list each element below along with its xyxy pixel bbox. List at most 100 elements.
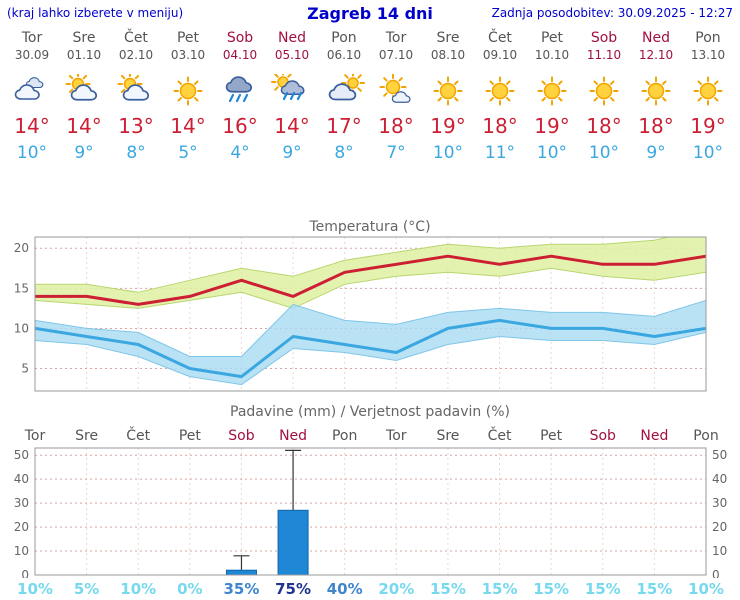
sunny-icon [526,74,578,108]
day-date: 10.10 [534,48,570,62]
day-name: Tor [21,30,43,46]
partly-cloudy-icon [110,71,162,108]
day-low-temp: 7° [386,143,406,163]
day-name: Pon [695,30,721,46]
day-column[interactable]: Tor 30.09 14° 10° [6,30,58,163]
cloudy-icon [6,74,58,108]
day-date: 09.10 [482,48,518,62]
precip-probability: 5% [73,580,100,598]
day-low-temp: 9° [646,143,666,163]
day-column[interactable]: Sob 11.10 18° 10° [578,30,630,163]
precip-day-label: Pet [178,428,201,444]
precip-day-label: Pon [693,428,719,444]
location-menu-hint: (kraj lahko izberete v meniju) [7,6,184,20]
y-axis-tick-label-left: 0 [21,568,29,578]
day-column[interactable]: Pon 06.10 17° 8° [318,30,370,163]
precip-day-label: Sob [589,428,616,444]
day-column[interactable]: Pet 03.10 14° 5° [162,30,214,163]
precip-probability: 20% [378,580,415,598]
day-name: Pet [176,30,200,46]
day-column[interactable]: Čet 09.10 18° 11° [474,30,526,163]
precip-day-label: Pon [331,428,358,444]
sunny-icon [474,74,526,108]
day-column[interactable]: Pon 13.10 19° 10° [682,30,734,163]
day-high-temp: 14° [274,114,310,138]
precip-probability: 0% [177,580,203,598]
precip-day-label: Čet [126,428,151,444]
day-date: 03.10 [170,48,206,62]
precip-probability: 10% [17,580,53,598]
day-low-temp: 10° [536,143,568,163]
page-title: Zagreb 14 dni [307,4,433,23]
precip-day-label: Sre [75,428,99,444]
day-name: Sob [590,30,618,46]
day-column[interactable]: Čet 02.10 13° 8° [110,30,162,163]
day-column[interactable]: Pet 10.10 19° 10° [526,30,578,163]
y-axis-tick-label-left: 10 [14,544,29,558]
day-high-temp: 14° [170,114,206,138]
day-high-temp: 19° [534,114,570,138]
day-date: 08.10 [430,48,466,62]
day-date: 05.10 [274,48,310,62]
day-low-temp: 10° [432,143,464,163]
precip-day-label: Tor [386,428,407,444]
day-date: 04.10 [222,48,258,62]
day-name: Sob [226,30,254,46]
day-column[interactable]: Ned 12.10 18° 9° [630,30,682,163]
day-high-temp: 18° [378,114,414,138]
day-date: 13.10 [690,48,726,62]
day-name: Ned [642,30,670,46]
precip-day-label: Ned [640,428,669,444]
precip-probability: 10% [688,580,724,598]
precip-day-label: Sre [436,428,460,444]
day-name: Tor [385,30,407,46]
sunny-icon [578,74,630,108]
day-high-temp: 18° [638,114,674,138]
precip-probability: 10% [120,580,157,598]
precipitation-chart: 0 0 10 10 20 20 30 30 40 40 50 50 [14,447,727,578]
y-axis-tick-label-right: 0 [712,568,720,578]
day-high-temp: 14° [14,114,50,138]
precip-day-label: Sob [228,428,255,444]
day-column[interactable]: Ned 05.10 14° 9° [266,30,318,163]
temperature-chart: 5 10 15 20 [14,236,707,392]
y-axis-tick-label-left: 20 [14,520,29,534]
day-date: 30.09 [14,48,50,62]
precip-probability: 15% [636,580,673,598]
day-column[interactable]: Sre 01.10 14° 9° [58,30,110,163]
precip-day-label: Tor [24,428,46,444]
partly-cloudy-icon [58,71,110,108]
y-axis-tick-label-left: 40 [14,472,29,486]
day-column[interactable]: Sob 04.10 16° 4° [214,30,266,163]
high-temp-line [35,254,706,306]
day-date: 01.10 [66,48,102,62]
last-updated-text: Zadnja posodobitev: 30.09.2025 - 12:27 [491,6,733,20]
day-high-temp: 16° [222,114,258,138]
sunny-icon [630,74,682,108]
day-name: Pon [331,30,357,46]
days-strip: Tor 30.09 14° 10° Sre 01.10 14° 9° Čet 02.10 13° 8°… [6,30,734,163]
precip-day-label: Pet [540,428,563,444]
y-axis-tick-label-right: 10 [712,544,727,558]
precip-day-label: Čet [487,428,512,444]
day-low-temp: 8° [126,143,146,163]
y-axis-tick-label-right: 20 [712,520,727,534]
day-high-temp: 18° [482,114,518,138]
rain-icon [214,74,266,108]
day-high-temp: 14° [66,114,102,138]
y-axis-tick-label-left: 50 [14,448,29,462]
y-axis-tick-label-right: 30 [712,496,727,510]
day-low-temp: 10° [692,143,724,163]
day-column[interactable]: Sre 08.10 19° 10° [422,30,474,163]
day-name: Čet [124,30,148,46]
day-date: 06.10 [326,48,362,62]
mostly-sunny-icon [370,73,422,108]
day-low-temp: 10° [588,143,620,163]
day-date: 11.10 [586,48,622,62]
day-column[interactable]: Tor 07.10 18° 7° [370,30,422,163]
precip-probability: 15% [481,580,518,598]
sunny-icon [162,74,214,108]
day-high-temp: 18° [586,114,622,138]
temperature-chart-title: Temperatura (°C) [309,219,431,235]
